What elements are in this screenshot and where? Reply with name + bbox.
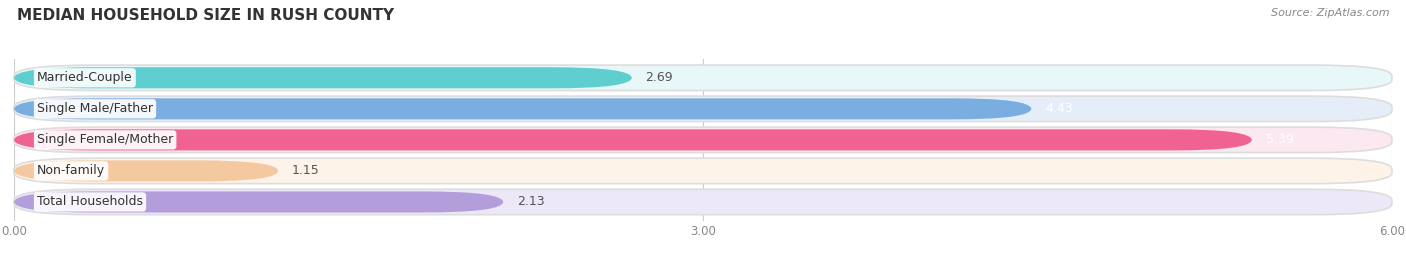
FancyBboxPatch shape xyxy=(14,96,1392,122)
Text: Source: ZipAtlas.com: Source: ZipAtlas.com xyxy=(1271,8,1389,18)
Text: Non-family: Non-family xyxy=(37,164,105,178)
Text: Single Female/Mother: Single Female/Mother xyxy=(37,133,173,146)
Text: 2.13: 2.13 xyxy=(517,196,544,208)
Text: MEDIAN HOUSEHOLD SIZE IN RUSH COUNTY: MEDIAN HOUSEHOLD SIZE IN RUSH COUNTY xyxy=(17,8,394,23)
FancyBboxPatch shape xyxy=(14,160,278,182)
Text: 1.15: 1.15 xyxy=(292,164,319,178)
Text: Married-Couple: Married-Couple xyxy=(37,71,132,84)
Text: Single Male/Father: Single Male/Father xyxy=(37,102,153,115)
Text: Total Households: Total Households xyxy=(37,196,143,208)
FancyBboxPatch shape xyxy=(14,158,1392,184)
Text: 5.39: 5.39 xyxy=(1265,133,1294,146)
FancyBboxPatch shape xyxy=(14,192,503,213)
FancyBboxPatch shape xyxy=(14,127,1392,153)
Text: 2.69: 2.69 xyxy=(645,71,673,84)
Text: 4.43: 4.43 xyxy=(1045,102,1073,115)
FancyBboxPatch shape xyxy=(14,98,1032,119)
FancyBboxPatch shape xyxy=(14,67,631,88)
FancyBboxPatch shape xyxy=(14,189,1392,215)
FancyBboxPatch shape xyxy=(14,65,1392,91)
FancyBboxPatch shape xyxy=(14,129,1251,150)
